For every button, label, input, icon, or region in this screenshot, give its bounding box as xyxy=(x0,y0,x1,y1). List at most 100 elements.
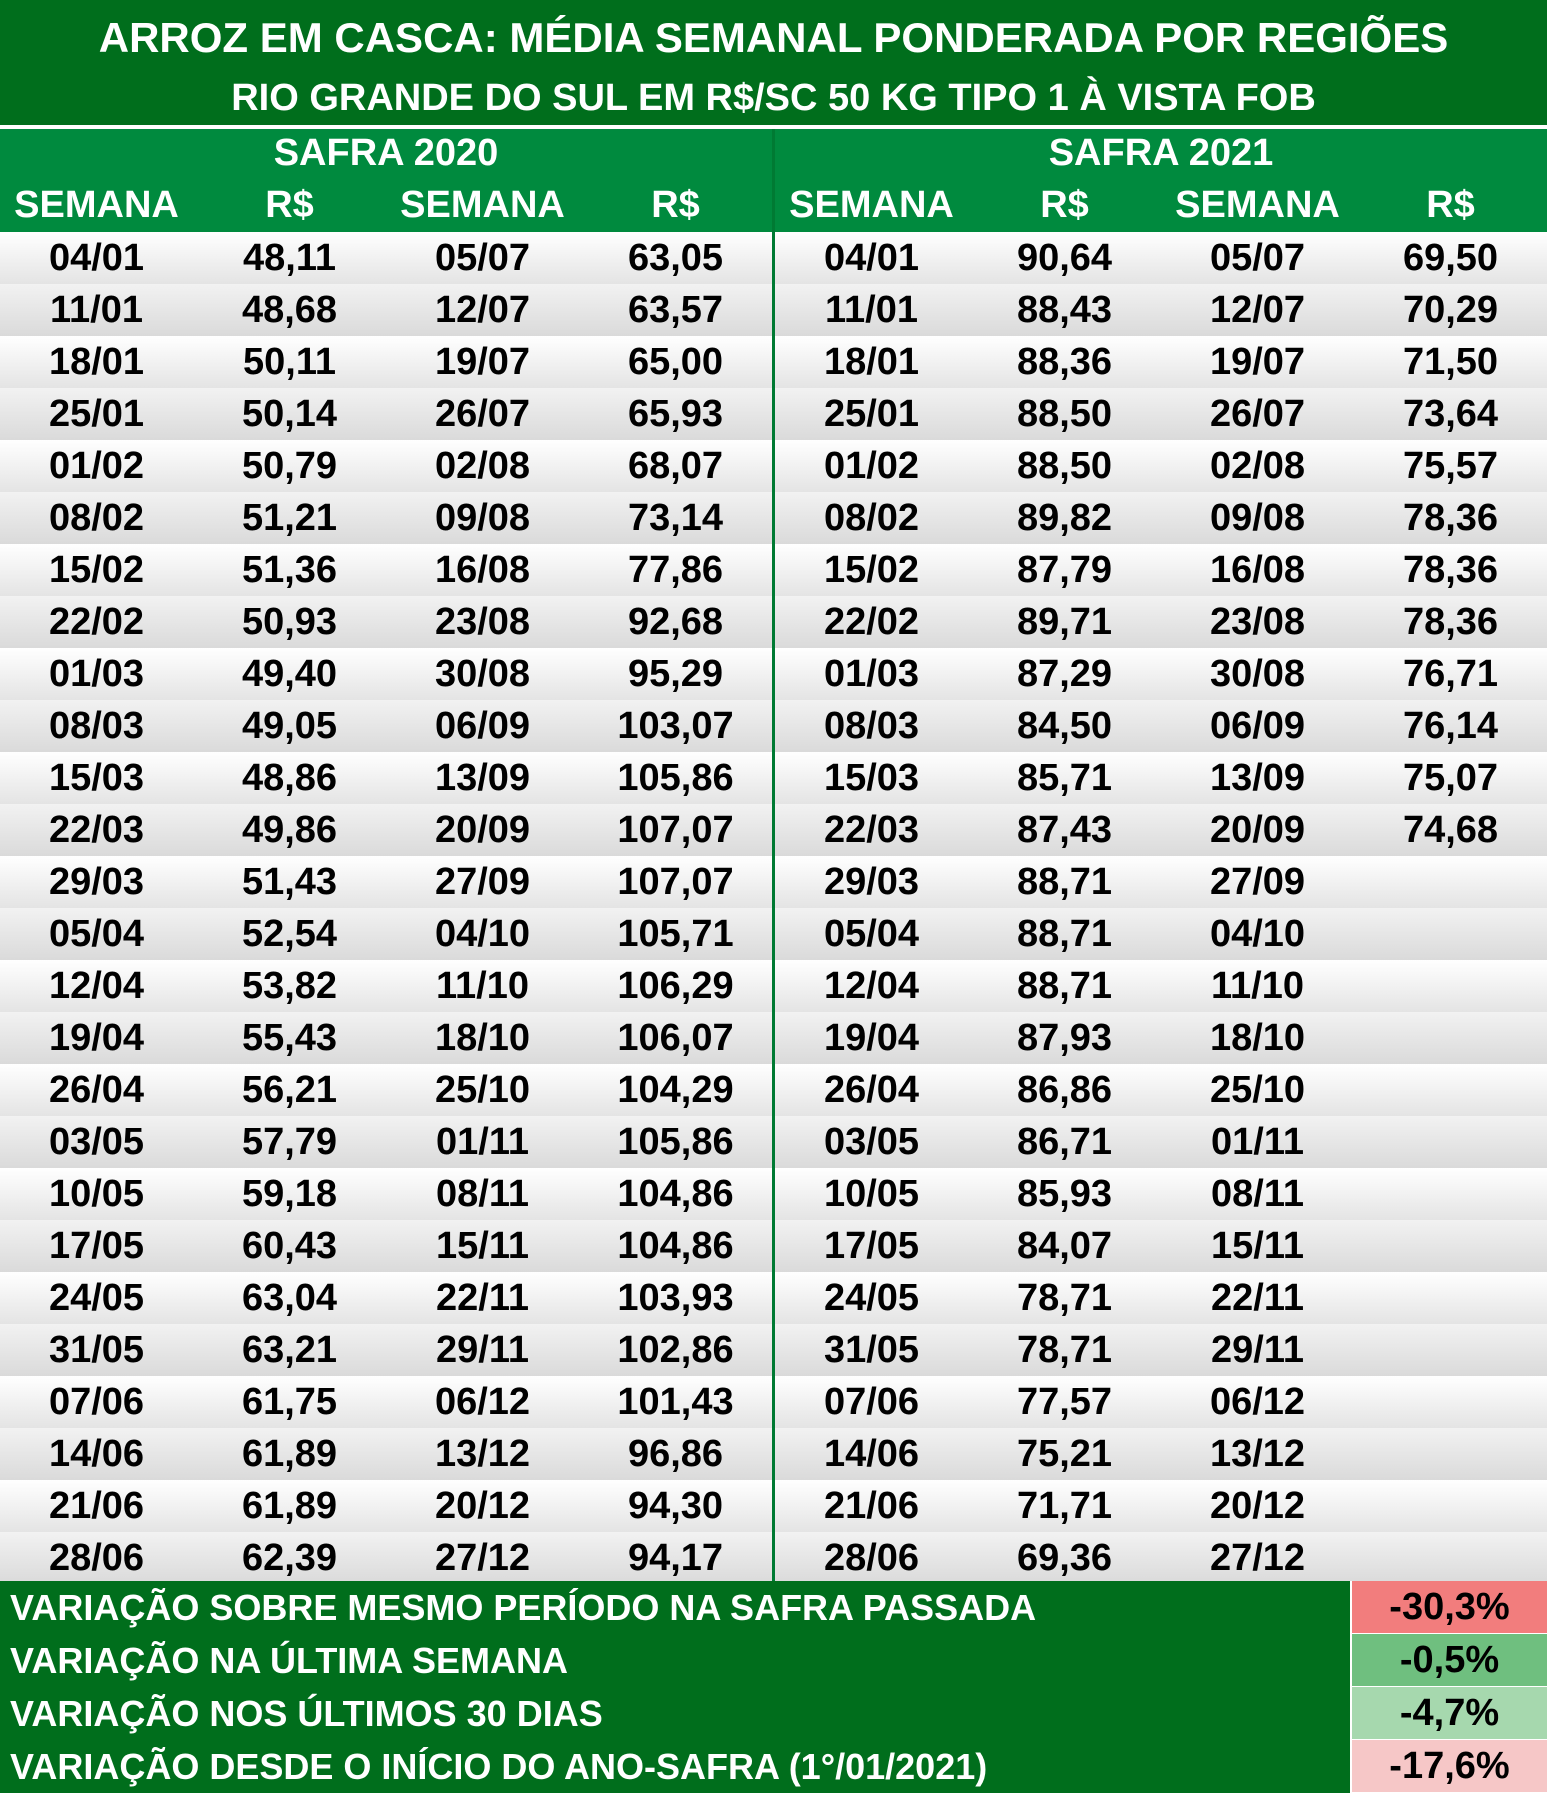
week-cell: 18/01 xyxy=(48,341,145,383)
week-cell: 24/05 xyxy=(48,1277,145,1319)
week-cell: 13/12 xyxy=(434,1433,531,1475)
variation-row: VARIAÇÃO NA ÚLTIMA SEMANA -0,5% xyxy=(0,1634,1547,1687)
price-cell: 87,43 xyxy=(1016,809,1113,851)
price-cell: 49,05 xyxy=(241,705,338,747)
price-cell: 89,82 xyxy=(1016,497,1113,539)
safra-2021-rows: 04/01 90,64 05/07 69,50 11/01 88,43 12/07 70,29… xyxy=(775,232,1547,1584)
week-cell: 22/11 xyxy=(436,1277,529,1319)
price-cell: 50,11 xyxy=(243,341,336,383)
week-cell: 06/12 xyxy=(1209,1381,1306,1423)
week-cell: 30/08 xyxy=(434,653,531,695)
week-cell: 18/01 xyxy=(823,341,920,383)
column-header-rs: R$ xyxy=(1426,184,1475,226)
price-cell: 104,86 xyxy=(617,1173,734,1215)
price-cell: 94,17 xyxy=(627,1537,724,1579)
price-cell xyxy=(1354,908,1547,960)
week-cell: 12/04 xyxy=(48,965,145,1007)
week-cell: 06/09 xyxy=(1209,705,1306,747)
week-cell: 27/09 xyxy=(1209,861,1306,903)
week-cell: 05/04 xyxy=(48,913,145,955)
week-cell: 08/02 xyxy=(823,497,920,539)
week-cell: 28/06 xyxy=(48,1537,145,1579)
safra-2021-label: SAFRA 2021 xyxy=(1048,132,1274,174)
column-header-rs: R$ xyxy=(651,184,700,226)
price-cell: 61,89 xyxy=(241,1433,338,1475)
price-cell: 96,86 xyxy=(627,1433,724,1475)
week-cell: 14/06 xyxy=(48,1433,145,1475)
table-row: 28/06 62,39 27/12 94,17 xyxy=(0,1532,772,1584)
price-cell: 88,71 xyxy=(1016,861,1113,903)
week-cell: 20/12 xyxy=(1209,1485,1306,1527)
week-cell: 21/06 xyxy=(48,1485,145,1527)
price-cell: 52,54 xyxy=(241,913,338,955)
table-row: 03/05 86,71 01/11 xyxy=(775,1116,1547,1168)
price-cell: 73,14 xyxy=(627,497,724,539)
price-cell: 84,50 xyxy=(1016,705,1113,747)
price-cell xyxy=(1354,1012,1547,1064)
week-cell: 01/11 xyxy=(1211,1121,1304,1163)
table-row: 15/02 51,36 16/08 77,86 xyxy=(0,544,772,596)
price-cell: 61,75 xyxy=(241,1381,338,1423)
week-cell: 20/09 xyxy=(434,809,531,851)
week-cell: 07/06 xyxy=(48,1381,145,1423)
price-cell: 50,79 xyxy=(241,445,338,487)
table-row: 10/05 85,93 08/11 xyxy=(775,1168,1547,1220)
variation-row: VARIAÇÃO NOS ÚLTIMOS 30 DIAS -4,7% xyxy=(0,1687,1547,1740)
price-cell: 103,93 xyxy=(617,1277,734,1319)
week-cell: 17/05 xyxy=(48,1225,145,1267)
week-cell: 22/02 xyxy=(823,601,920,643)
price-cell: 70,29 xyxy=(1402,289,1499,331)
price-cell: 51,43 xyxy=(241,861,338,903)
price-cell: 106,29 xyxy=(617,965,734,1007)
week-cell: 05/04 xyxy=(823,913,920,955)
price-cell: 63,05 xyxy=(627,237,724,279)
price-cell: 48,68 xyxy=(241,289,338,331)
week-cell: 01/02 xyxy=(823,445,920,487)
week-cell: 09/08 xyxy=(1209,497,1306,539)
price-cell: 103,07 xyxy=(617,705,734,747)
table-row: 11/01 88,43 12/07 70,29 xyxy=(775,284,1547,336)
week-cell: 07/06 xyxy=(823,1381,920,1423)
price-cell: 63,04 xyxy=(241,1277,338,1319)
table-row: 17/05 84,07 15/11 xyxy=(775,1220,1547,1272)
table-row: 05/04 88,71 04/10 xyxy=(775,908,1547,960)
table-row: 24/05 78,71 22/11 xyxy=(775,1272,1547,1324)
week-cell: 13/09 xyxy=(434,757,531,799)
price-cell: 105,71 xyxy=(617,913,734,955)
title-band: ARROZ EM CASCA: MÉDIA SEMANAL PONDERADA … xyxy=(0,0,1547,127)
column-header-semana: SEMANA xyxy=(14,184,179,226)
price-cell: 88,36 xyxy=(1016,341,1113,383)
price-cell: 88,50 xyxy=(1016,445,1113,487)
price-cell xyxy=(1354,1116,1547,1168)
week-cell: 26/04 xyxy=(823,1069,920,1111)
table-row: 24/05 63,04 22/11 103,93 xyxy=(0,1272,772,1324)
week-cell: 23/08 xyxy=(434,601,531,643)
table-row: 26/04 56,21 25/10 104,29 xyxy=(0,1064,772,1116)
price-cell: 75,57 xyxy=(1402,445,1499,487)
week-cell: 26/07 xyxy=(1209,393,1306,435)
safra-divider xyxy=(772,129,775,1581)
table-subtitle: RIO GRANDE DO SUL EM R$/SC 50 KG TIPO 1 … xyxy=(231,77,1316,119)
price-cell: 92,68 xyxy=(627,601,724,643)
week-cell: 08/11 xyxy=(1211,1173,1304,1215)
week-cell: 14/06 xyxy=(823,1433,920,1475)
week-cell: 15/11 xyxy=(1211,1225,1304,1267)
week-cell: 18/10 xyxy=(434,1017,531,1059)
price-cell xyxy=(1354,1376,1547,1428)
variation-row: VARIAÇÃO SOBRE MESMO PERÍODO NA SAFRA PA… xyxy=(0,1581,1547,1634)
price-cell: 59,18 xyxy=(241,1173,338,1215)
week-cell: 16/08 xyxy=(1209,549,1306,591)
price-cell: 78,36 xyxy=(1402,549,1499,591)
variation-value: -4,7% xyxy=(1350,1687,1547,1740)
table-row: 04/01 90,64 05/07 69,50 xyxy=(775,232,1547,284)
week-cell: 20/09 xyxy=(1209,809,1306,851)
price-cell: 50,14 xyxy=(241,393,338,435)
week-cell: 19/04 xyxy=(823,1017,920,1059)
table-row: 19/04 55,43 18/10 106,07 xyxy=(0,1012,772,1064)
table-row: 14/06 61,89 13/12 96,86 xyxy=(0,1428,772,1480)
week-cell: 08/11 xyxy=(436,1173,529,1215)
price-cell: 87,93 xyxy=(1016,1017,1113,1059)
week-cell: 22/11 xyxy=(1211,1277,1304,1319)
price-cell: 95,29 xyxy=(627,653,724,695)
price-cell: 104,29 xyxy=(617,1069,734,1111)
